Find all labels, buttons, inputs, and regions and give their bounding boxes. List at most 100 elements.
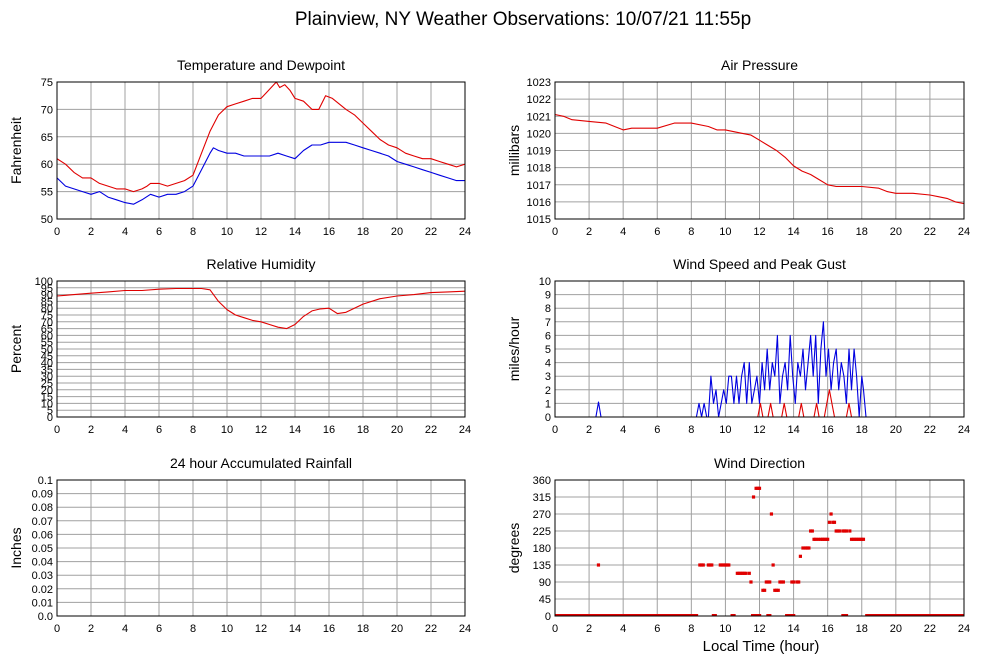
x-tick-label: 20 bbox=[890, 226, 902, 238]
data-point bbox=[740, 571, 745, 575]
y-axis-label: miles/hour bbox=[506, 316, 522, 381]
x-tick-label: 14 bbox=[289, 226, 301, 238]
y-tick-label: 0.0 bbox=[38, 611, 53, 623]
x-tick-label: 0 bbox=[54, 424, 60, 436]
series-line-red bbox=[57, 287, 465, 330]
data-point bbox=[708, 563, 712, 567]
data-point bbox=[701, 563, 705, 567]
data-point bbox=[739, 571, 743, 575]
data-point bbox=[820, 537, 825, 541]
y-tick-label: 30 bbox=[41, 371, 53, 383]
data-point bbox=[725, 563, 729, 567]
x-tick-label: 22 bbox=[924, 226, 936, 238]
data-point bbox=[791, 580, 796, 584]
chart-title: Relative Humidity bbox=[207, 256, 316, 272]
data-point bbox=[780, 580, 784, 584]
y-tick-label: 225 bbox=[533, 526, 551, 538]
data-point bbox=[747, 571, 751, 575]
data-point bbox=[807, 546, 811, 550]
chart-title: Wind Direction bbox=[714, 455, 805, 471]
chart-title: Temperature and Dewpoint bbox=[177, 57, 345, 73]
y-tick-label: 360 bbox=[533, 475, 551, 487]
y-tick-label: 65 bbox=[41, 324, 53, 336]
x-tick-label: 4 bbox=[620, 424, 626, 436]
data-point bbox=[781, 580, 785, 584]
data-point bbox=[735, 571, 739, 575]
data-point bbox=[816, 537, 820, 541]
x-tick-label: 2 bbox=[88, 424, 94, 436]
data-point bbox=[853, 537, 857, 541]
y-tick-label: 50 bbox=[41, 344, 53, 356]
y-tick-label: 10 bbox=[41, 398, 53, 410]
y-tick-label: 100 bbox=[35, 276, 53, 288]
data-point bbox=[856, 537, 860, 541]
x-tick-label: 16 bbox=[822, 424, 834, 436]
x-tick-label: 8 bbox=[688, 226, 694, 238]
data-point bbox=[727, 563, 731, 567]
x-tick-label: 6 bbox=[654, 226, 660, 238]
y-tick-label: 1018 bbox=[527, 163, 551, 175]
data-point bbox=[837, 529, 842, 533]
y-tick-label: 135 bbox=[533, 560, 551, 572]
y-tick-label: 0.07 bbox=[32, 516, 53, 528]
x-tick-label: 16 bbox=[323, 623, 335, 635]
y-tick-label: 70 bbox=[41, 317, 53, 329]
x-tick-label: 12 bbox=[255, 226, 267, 238]
x-tick-label: 24 bbox=[459, 623, 471, 635]
x-tick-label: 6 bbox=[156, 226, 162, 238]
data-point bbox=[596, 563, 601, 567]
y-tick-label: 0.09 bbox=[32, 489, 53, 501]
data-point bbox=[798, 554, 802, 558]
y-tick-label: 0.01 bbox=[32, 597, 53, 609]
y-tick-label: 45 bbox=[539, 594, 551, 606]
x-tick-label: 16 bbox=[822, 623, 834, 635]
data-point bbox=[761, 588, 765, 592]
data-point bbox=[742, 571, 746, 575]
x-tick-label: 0 bbox=[54, 226, 60, 238]
data-point bbox=[827, 520, 831, 524]
x-tick-label: 22 bbox=[924, 424, 936, 436]
y-tick-label: 10 bbox=[539, 276, 551, 288]
data-point bbox=[851, 537, 855, 541]
x-tick-label: 4 bbox=[122, 424, 128, 436]
x-tick-label: 6 bbox=[654, 623, 660, 635]
y-axis-label: Inches bbox=[8, 527, 24, 568]
plot-frame bbox=[554, 81, 965, 220]
y-tick-label: 60 bbox=[41, 330, 53, 342]
x-tick-label: 22 bbox=[425, 226, 437, 238]
x-tick-label: 18 bbox=[856, 226, 868, 238]
x-tick-label: 10 bbox=[719, 424, 731, 436]
x-tick-label: 18 bbox=[357, 424, 369, 436]
y-tick-label: 95 bbox=[41, 283, 53, 295]
x-tick-label: 2 bbox=[586, 226, 592, 238]
plot-frame bbox=[56, 479, 466, 617]
y-tick-label: 70 bbox=[41, 104, 53, 116]
data-point bbox=[706, 563, 710, 567]
x-tick-label: 0 bbox=[54, 623, 60, 635]
data-point bbox=[803, 546, 808, 550]
y-tick-label: 75 bbox=[41, 310, 53, 322]
x-tick-label: 2 bbox=[88, 226, 94, 238]
series-line-red bbox=[57, 82, 465, 193]
y-tick-label: 4 bbox=[545, 358, 551, 370]
data-point bbox=[860, 537, 864, 541]
plot-frame bbox=[56, 81, 466, 220]
y-tick-label: 2 bbox=[545, 385, 551, 397]
x-tick-label: 24 bbox=[459, 424, 471, 436]
data-point bbox=[720, 563, 724, 567]
x-tick-label: 4 bbox=[122, 226, 128, 238]
data-point bbox=[710, 563, 714, 567]
x-tick-label: 0 bbox=[552, 623, 558, 635]
data-point bbox=[795, 580, 799, 584]
series-group bbox=[57, 82, 465, 205]
x-tick-label: 16 bbox=[822, 226, 834, 238]
data-point bbox=[774, 588, 779, 592]
x-tick-label: 24 bbox=[459, 226, 471, 238]
y-tick-label: 1021 bbox=[527, 111, 551, 123]
data-point bbox=[848, 529, 852, 533]
y-tick-label: 6 bbox=[545, 330, 551, 342]
x-tick-label: 4 bbox=[122, 623, 128, 635]
